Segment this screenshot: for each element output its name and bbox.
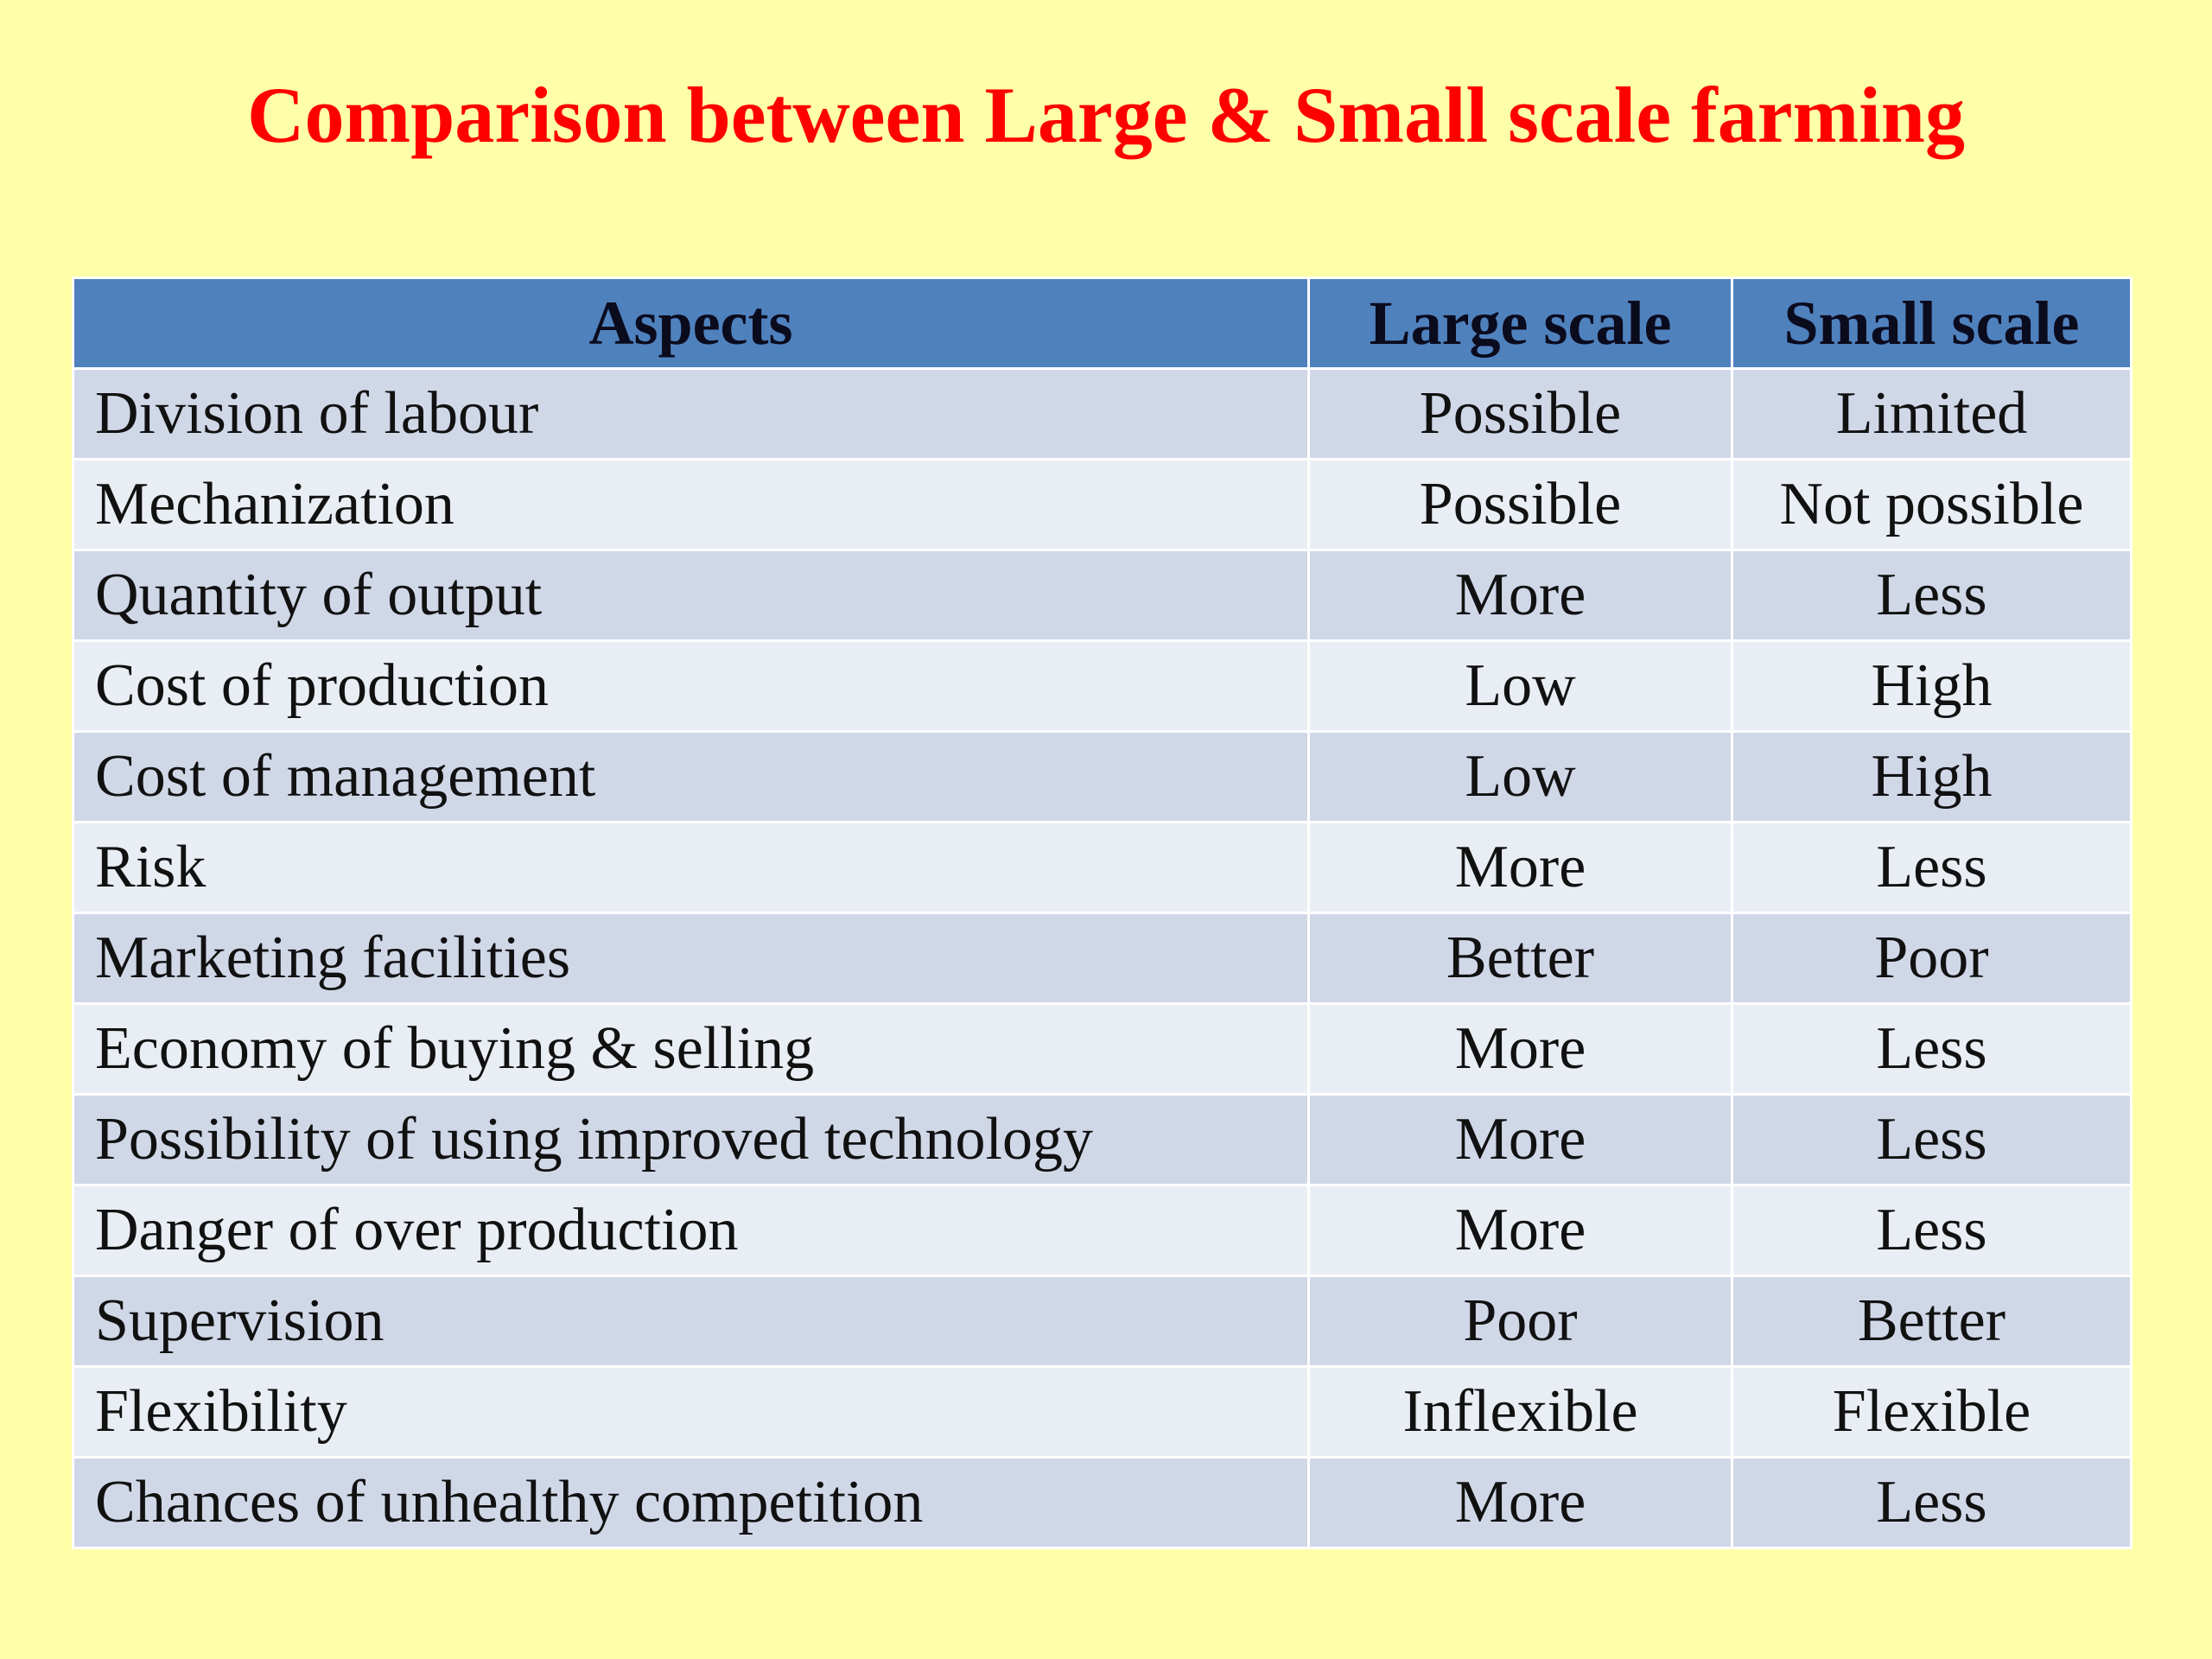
table-row: Danger of over production More Less xyxy=(72,1184,2133,1277)
comparison-table: Aspects Large scale Small scale Division… xyxy=(72,276,2133,1549)
table-row: Chances of unhealthy competition More Le… xyxy=(72,1456,2133,1549)
large-scale-cell: More xyxy=(1307,1002,1733,1096)
aspect-cell: Division of labour xyxy=(72,367,1310,461)
small-scale-cell: Less xyxy=(1731,1456,2133,1549)
small-scale-cell: Less xyxy=(1731,1184,2133,1277)
aspect-cell: Flexibility xyxy=(72,1365,1310,1459)
table-row: Cost of management Low High xyxy=(72,730,2133,823)
table-row: Risk More Less xyxy=(72,821,2133,914)
large-scale-cell: More xyxy=(1307,549,1733,642)
small-scale-cell: Limited xyxy=(1731,367,2133,461)
large-scale-cell: Low xyxy=(1307,639,1733,733)
table-row: Flexibility Inflexible Flexible xyxy=(72,1365,2133,1459)
aspect-cell: Risk xyxy=(72,821,1310,914)
table-row: Supervision Poor Better xyxy=(72,1274,2133,1368)
header-large-scale: Large scale xyxy=(1307,276,1733,370)
large-scale-cell: Poor xyxy=(1307,1274,1733,1368)
table-row: Mechanization Possible Not possible xyxy=(72,458,2133,551)
comparison-table-container: Aspects Large scale Small scale Division… xyxy=(72,276,2133,1549)
aspect-cell: Marketing facilities xyxy=(72,912,1310,1005)
aspect-cell: Supervision xyxy=(72,1274,1310,1368)
large-scale-cell: More xyxy=(1307,1184,1733,1277)
table-row: Possibility of using improved technology… xyxy=(72,1093,2133,1186)
aspect-cell: Cost of management xyxy=(72,730,1310,823)
table-row: Cost of production Low High xyxy=(72,639,2133,733)
large-scale-cell: Low xyxy=(1307,730,1733,823)
table-header-row: Aspects Large scale Small scale xyxy=(72,276,2133,370)
small-scale-cell: Better xyxy=(1731,1274,2133,1368)
small-scale-cell: Poor xyxy=(1731,912,2133,1005)
header-small-scale: Small scale xyxy=(1731,276,2133,370)
slide-title: Comparison between Large & Small scale f… xyxy=(247,71,1965,159)
table-row: Marketing facilities Better Poor xyxy=(72,912,2133,1005)
header-aspects: Aspects xyxy=(72,276,1310,370)
table-row: Quantity of output More Less xyxy=(72,549,2133,642)
small-scale-cell: Less xyxy=(1731,549,2133,642)
large-scale-cell: Possible xyxy=(1307,458,1733,551)
large-scale-cell: Better xyxy=(1307,912,1733,1005)
large-scale-cell: Inflexible xyxy=(1307,1365,1733,1459)
aspect-cell: Economy of buying & selling xyxy=(72,1002,1310,1096)
aspect-cell: Cost of production xyxy=(72,639,1310,733)
aspect-cell: Possibility of using improved technology xyxy=(72,1093,1310,1186)
aspect-cell: Danger of over production xyxy=(72,1184,1310,1277)
small-scale-cell: Not possible xyxy=(1731,458,2133,551)
large-scale-cell: More xyxy=(1307,1093,1733,1186)
small-scale-cell: Less xyxy=(1731,821,2133,914)
small-scale-cell: Less xyxy=(1731,1093,2133,1186)
aspect-cell: Chances of unhealthy competition xyxy=(72,1456,1310,1549)
large-scale-cell: More xyxy=(1307,821,1733,914)
table-row: Economy of buying & selling More Less xyxy=(72,1002,2133,1096)
aspect-cell: Mechanization xyxy=(72,458,1310,551)
small-scale-cell: High xyxy=(1731,730,2133,823)
table-row: Division of labour Possible Limited xyxy=(72,367,2133,461)
large-scale-cell: Possible xyxy=(1307,367,1733,461)
small-scale-cell: Flexible xyxy=(1731,1365,2133,1459)
aspect-cell: Quantity of output xyxy=(72,549,1310,642)
small-scale-cell: High xyxy=(1731,639,2133,733)
large-scale-cell: More xyxy=(1307,1456,1733,1549)
small-scale-cell: Less xyxy=(1731,1002,2133,1096)
